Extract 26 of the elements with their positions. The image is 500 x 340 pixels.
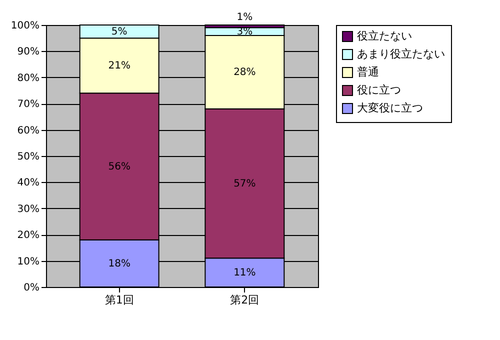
- data-label: 21%: [108, 60, 130, 72]
- legend-label: 普通: [357, 66, 379, 78]
- legend-label: 大変役に立つ: [357, 102, 423, 114]
- y-tick-label: 100%: [10, 20, 40, 32]
- y-tick-label: 60%: [17, 125, 40, 136]
- y-tick-label: 80%: [17, 72, 40, 84]
- data-label: 28%: [234, 67, 256, 78]
- legend-label: あまり役立たない: [357, 48, 445, 60]
- legend-label: 役立たない: [357, 30, 412, 42]
- y-tick-label: 20%: [17, 230, 40, 242]
- y-tick-label: 40%: [17, 178, 40, 189]
- data-label: 11%: [234, 268, 256, 279]
- x-tick-label: 第1回: [104, 294, 134, 306]
- data-label: 5%: [111, 26, 128, 38]
- y-tick-label: 50%: [17, 152, 40, 162]
- y-tick-label: 0%: [24, 282, 40, 294]
- legend-label: 役に立つ: [357, 84, 401, 96]
- y-tick-label: 70%: [17, 99, 40, 110]
- data-label: 57%: [234, 178, 256, 190]
- x-tick-label: 第2回: [230, 294, 260, 306]
- data-label: 56%: [108, 161, 130, 172]
- y-tick-label: 30%: [17, 204, 40, 215]
- y-tick-label: 90%: [17, 46, 40, 58]
- data-label: 1%: [236, 12, 253, 23]
- y-tick-label: 10%: [17, 256, 40, 268]
- data-label: 18%: [108, 258, 130, 270]
